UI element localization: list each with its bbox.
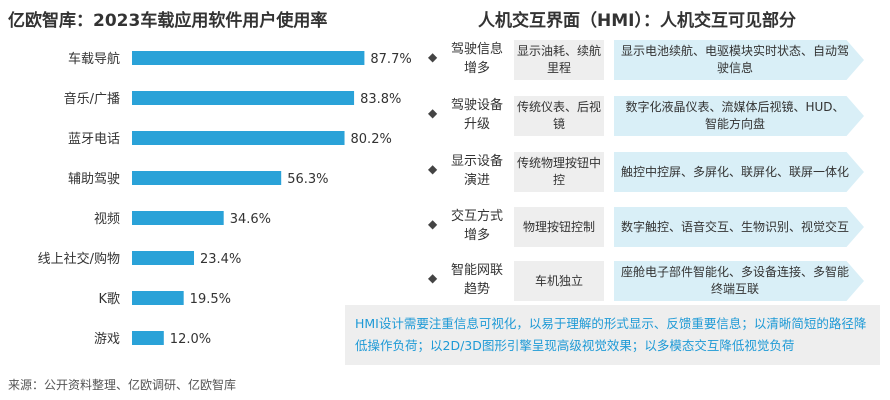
usage-bar-chart: 车载导航 87.7% 音乐/广播 83.8% 蓝牙电话 80.2% 辅助驾驶 56.3% 视频 3… bbox=[38, 51, 412, 347]
hmi-row: ◆ 智能网联趋势 车机独立 座舱电子部件智能化、多设备连接、多智能终端互联 bbox=[420, 259, 890, 303]
traditional-feature: 物理按钮控制 bbox=[514, 207, 604, 247]
traditional-feature: 传统物理按钮中控 bbox=[514, 152, 604, 192]
category-label: 视频 bbox=[94, 212, 120, 227]
bar bbox=[132, 211, 224, 225]
value-label: 19.5% bbox=[190, 292, 231, 307]
value-label: 80.2% bbox=[351, 132, 392, 147]
bar bbox=[132, 131, 345, 145]
category-label: 辅助驾驶 bbox=[68, 172, 120, 187]
bar bbox=[132, 331, 164, 345]
hmi-category: 驾驶设备升级 bbox=[450, 98, 503, 132]
diamond-bullet-icon: ◆ bbox=[428, 271, 438, 285]
value-label: 34.6% bbox=[230, 212, 271, 227]
value-label: 83.8% bbox=[360, 92, 401, 107]
new-feature-arrow: 触控中控屏、多屏化、联屏化、联屏一体化 bbox=[614, 152, 864, 192]
value-label: 56.3% bbox=[287, 172, 328, 187]
category-label: 车载导航 bbox=[68, 51, 120, 67]
category-label: 游戏 bbox=[94, 332, 120, 347]
hmi-title: 人机交互界面（HMI）：人机交互可见部分 bbox=[478, 11, 796, 31]
category-label: 音乐/广播 bbox=[64, 91, 120, 107]
category-label: K歌 bbox=[98, 292, 120, 307]
hmi-note: HMI设计需要注重信息可视化，以易于理解的形式显示、反馈重要信息；以清晰简短的路… bbox=[345, 305, 880, 365]
bar bbox=[132, 51, 365, 65]
hmi-category: 交互方式增多 bbox=[450, 209, 503, 243]
diamond-bullet-icon: ◆ bbox=[428, 217, 438, 231]
value-label: 12.0% bbox=[170, 332, 211, 347]
diamond-bullet-icon: ◆ bbox=[428, 50, 438, 64]
value-label: 87.7% bbox=[370, 52, 411, 67]
new-feature-arrow: 显示电池续航、电驱模块实时状态、自动驾驶信息 bbox=[614, 40, 864, 80]
new-feature-arrow: 数字触控、语音交互、生物识别、视觉交互 bbox=[614, 207, 864, 247]
bar bbox=[132, 91, 355, 105]
source-note: 来源：公开资料整理、亿欧调研、亿欧智库 bbox=[8, 378, 237, 392]
category-label: 线上社交/购物 bbox=[38, 251, 120, 267]
new-feature-arrow: 座舱电子部件智能化、多设备连接、多智能终端互联 bbox=[614, 261, 864, 301]
bar bbox=[132, 291, 184, 305]
traditional-feature: 车机独立 bbox=[514, 261, 604, 301]
bar bbox=[132, 251, 195, 265]
value-label: 23.4% bbox=[200, 252, 241, 267]
hmi-row: ◆ 显示设备演进 传统物理按钮中控 触控中控屏、多屏化、联屏化、联屏一体化 bbox=[420, 150, 890, 194]
hmi-row: ◆ 驾驶设备升级 传统仪表、后视镜 数字化液晶仪表、流媒体后视镜、HUD、智能方向盘 bbox=[420, 94, 890, 138]
hmi-row: ◆ 驾驶信息增多 显示油耗、续航里程 显示电池续航、电驱模块实时状态、自动驾驶信息 bbox=[420, 38, 890, 82]
traditional-feature: 传统仪表、后视镜 bbox=[514, 96, 604, 136]
traditional-feature: 显示油耗、续航里程 bbox=[514, 40, 604, 80]
category-label: 蓝牙电话 bbox=[68, 132, 120, 147]
hmi-category: 智能网联趋势 bbox=[450, 263, 503, 297]
diamond-bullet-icon: ◆ bbox=[428, 106, 438, 120]
hmi-row: ◆ 交互方式增多 物理按钮控制 数字触控、语音交互、生物识别、视觉交互 bbox=[420, 205, 890, 249]
bar bbox=[132, 171, 282, 185]
new-feature-arrow: 数字化液晶仪表、流媒体后视镜、HUD、智能方向盘 bbox=[614, 96, 864, 136]
chart-title: 亿欧智库：2023车载应用软件用户使用率 bbox=[8, 11, 328, 31]
diamond-bullet-icon: ◆ bbox=[428, 162, 438, 176]
hmi-category: 显示设备演进 bbox=[450, 154, 503, 188]
hmi-category: 驾驶信息增多 bbox=[450, 42, 503, 76]
